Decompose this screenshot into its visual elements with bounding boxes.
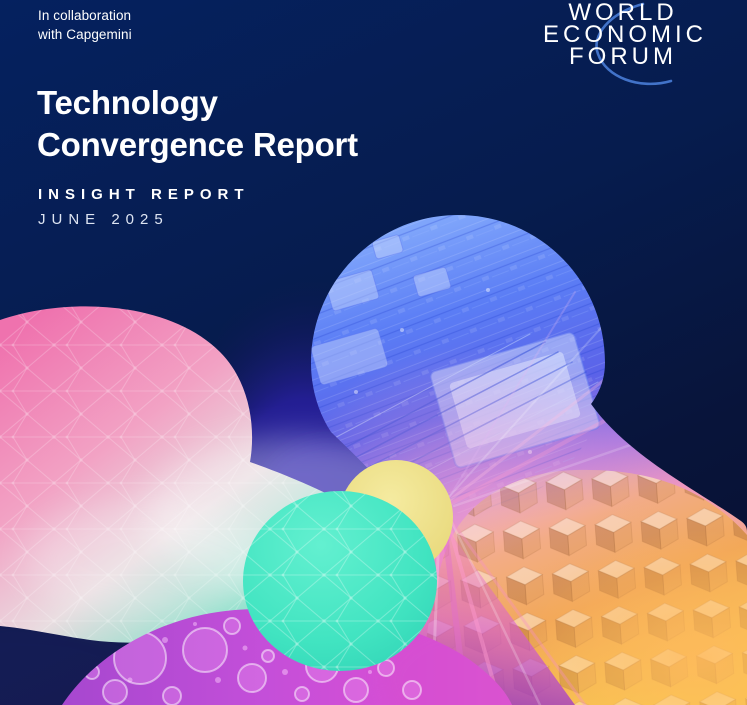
wef-arc-icon [595, 2, 673, 86]
wef-logo-text: WORLD ECONOMIC FORUM [543, 0, 707, 70]
wef-logo-line: WORLD [568, 0, 678, 26]
report-title: Technology Convergence Report [37, 84, 358, 163]
tech-silhouette-blob [311, 215, 747, 705]
wef-logo-line: FORUM [569, 43, 677, 70]
partnership-note: In collaboration with Capgemini [38, 8, 132, 42]
report-date: JUNE 2025 [38, 211, 169, 228]
report-type-label: INSIGHT REPORT [38, 186, 250, 203]
teal-network-circle [243, 491, 437, 671]
wef-logo-line: ECONOMIC [543, 21, 707, 48]
cube-field [420, 469, 747, 705]
wef-logo: WORLD ECONOMIC FORUM [543, 0, 707, 102]
